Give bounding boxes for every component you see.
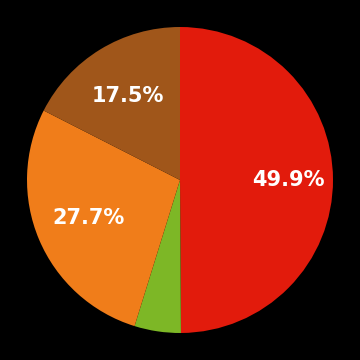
Text: 49.9%: 49.9%: [252, 170, 324, 190]
Wedge shape: [135, 180, 181, 333]
Wedge shape: [27, 111, 180, 326]
Text: 27.7%: 27.7%: [53, 208, 125, 229]
Text: 17.5%: 17.5%: [92, 86, 165, 105]
Wedge shape: [180, 27, 333, 333]
Wedge shape: [44, 27, 180, 180]
